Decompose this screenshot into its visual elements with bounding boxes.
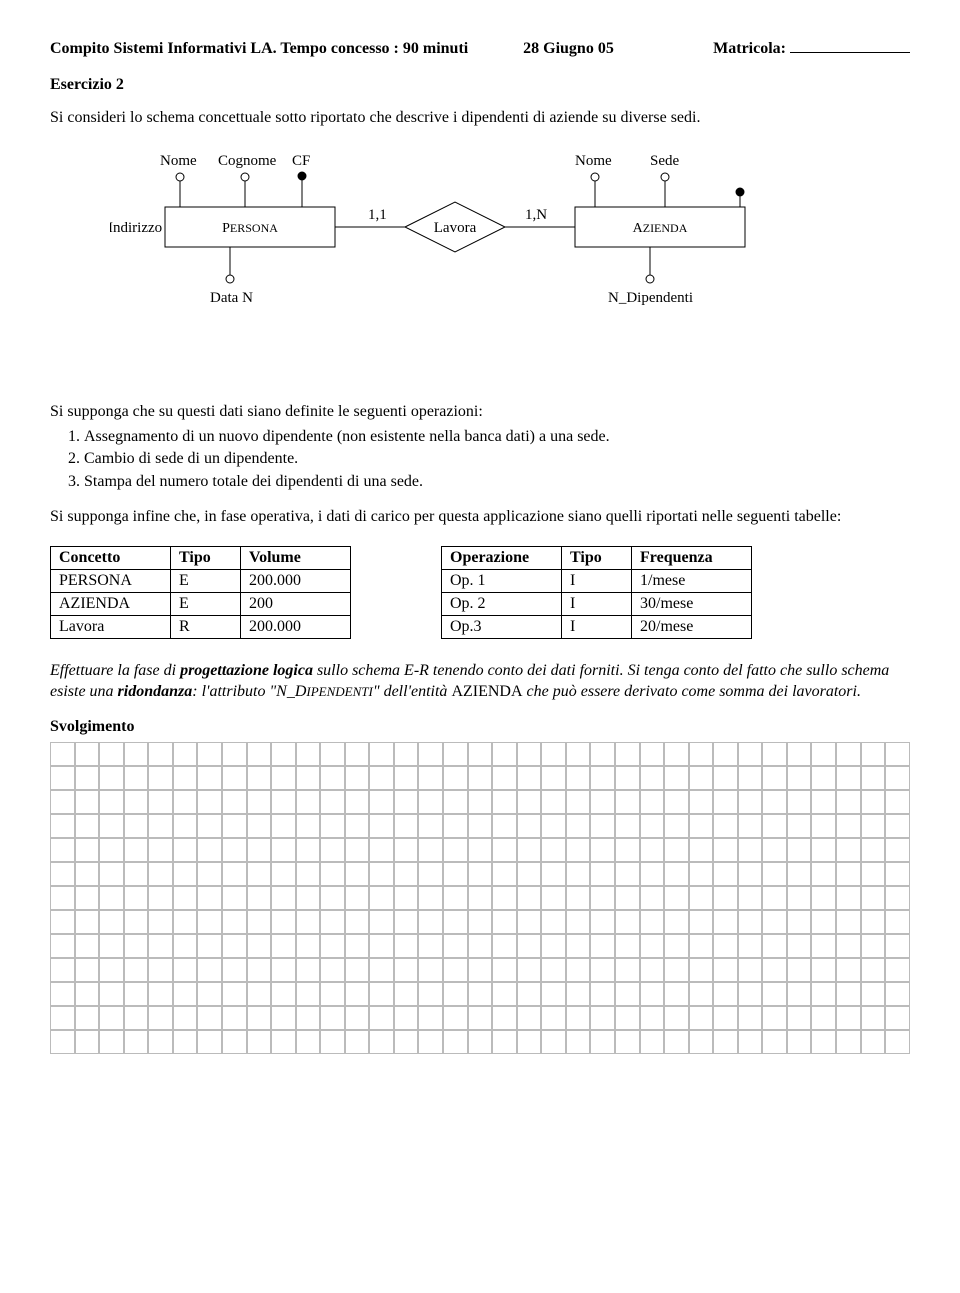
matricola-blank bbox=[790, 52, 910, 53]
th: Concetto bbox=[51, 546, 171, 569]
volume-table: Concetto Tipo Volume PERSONAE200.000 AZI… bbox=[50, 546, 351, 639]
attr-data-n: Data N bbox=[210, 290, 253, 306]
matricola-field: Matricola: bbox=[713, 40, 910, 58]
attr-cognome: Cognome bbox=[218, 153, 277, 169]
th: Tipo bbox=[562, 546, 632, 569]
list-item: Assegnamento di un nuovo dipendente (non… bbox=[84, 427, 910, 448]
entity-persona: PERSONA bbox=[222, 221, 278, 236]
attr-nome: Nome bbox=[160, 153, 197, 169]
table-row: PERSONAE200.000 bbox=[51, 569, 351, 592]
table-row: Op. 1I1/mese bbox=[442, 569, 752, 592]
table-row: Op.3I20/mese bbox=[442, 615, 752, 638]
header-date: 28 Giugno 05 bbox=[523, 40, 713, 58]
th: Volume bbox=[241, 546, 351, 569]
table-row: Operazione Tipo Frequenza bbox=[442, 546, 752, 569]
intro-paragraph: Si consideri lo schema concettuale sotto… bbox=[50, 108, 910, 129]
table-row: LavoraR200.000 bbox=[51, 615, 351, 638]
svolgimento-heading: Svolgimento bbox=[50, 718, 910, 736]
th: Operazione bbox=[442, 546, 562, 569]
table-row: Op. 2I30/mese bbox=[442, 592, 752, 615]
th: Frequenza bbox=[632, 546, 752, 569]
table-row: Concetto Tipo Volume bbox=[51, 546, 351, 569]
er-diagram: Nome Cognome CF Indirizzo PERSONA Data N… bbox=[110, 147, 910, 382]
list-item: Cambio di sede di un dipendente. bbox=[84, 449, 910, 470]
entity-azienda: AZIENDA bbox=[633, 221, 688, 236]
table-row: AZIENDAE200 bbox=[51, 592, 351, 615]
attr-az-sede: Sede bbox=[650, 153, 680, 169]
exercise-title: Esercizio 2 bbox=[50, 76, 910, 94]
attr-az-nome: Nome bbox=[575, 153, 612, 169]
list-item: Stampa del numero totale dei dipendenti … bbox=[84, 472, 910, 493]
header-title: Compito Sistemi Informativi LA. Tempo co… bbox=[50, 40, 523, 58]
page-header: Compito Sistemi Informativi LA. Tempo co… bbox=[50, 40, 910, 58]
attr-n-dip: N_Dipendenti bbox=[608, 290, 693, 306]
th: Tipo bbox=[171, 546, 241, 569]
attr-indirizzo: Indirizzo bbox=[110, 220, 162, 236]
matricola-label: Matricola: bbox=[713, 40, 786, 58]
card-left: 1,1 bbox=[368, 207, 387, 223]
frequency-table: Operazione Tipo Frequenza Op. 1I1/mese O… bbox=[441, 546, 752, 639]
tables-container: Concetto Tipo Volume PERSONAE200.000 AZI… bbox=[50, 546, 910, 639]
attr-cf: CF bbox=[292, 153, 310, 169]
card-right: 1,N bbox=[525, 207, 547, 223]
operations-list: Assegnamento di un nuovo dipendente (non… bbox=[50, 427, 910, 493]
task-paragraph: Effettuare la fase di progettazione logi… bbox=[50, 661, 910, 703]
load-intro: Si supponga infine che, in fase operativ… bbox=[50, 507, 910, 528]
answer-grid bbox=[50, 742, 910, 1054]
operations-intro: Si supponga che su questi dati siano def… bbox=[50, 402, 910, 423]
rel-lavora: Lavora bbox=[434, 220, 477, 236]
